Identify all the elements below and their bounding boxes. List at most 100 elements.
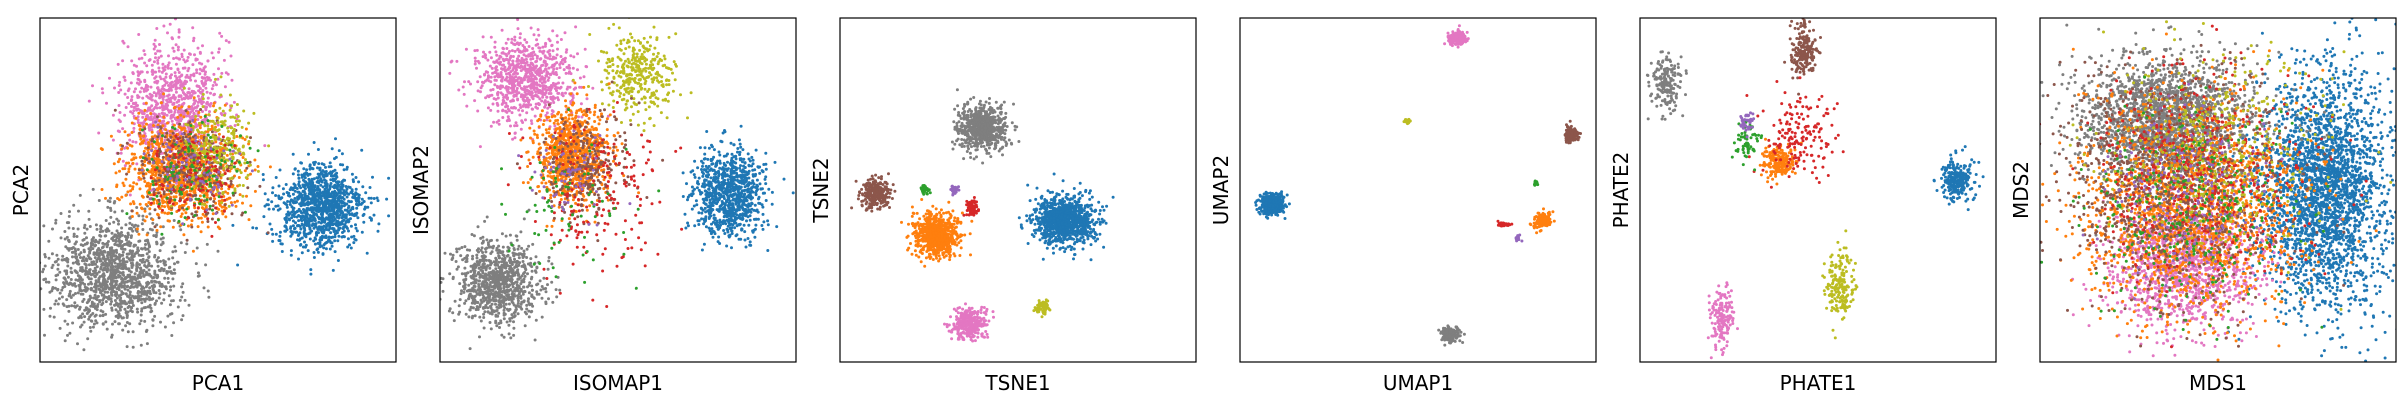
point-pink: [123, 113, 127, 117]
point-pink: [161, 84, 165, 88]
point-olive: [184, 143, 188, 147]
point-blue: [343, 178, 347, 182]
point-green: [185, 185, 189, 189]
point-orange: [154, 142, 158, 146]
point-pink: [166, 100, 170, 104]
point-pink: [161, 151, 165, 155]
point-orange: [121, 181, 125, 185]
point-green: [171, 125, 174, 129]
point-orange: [124, 193, 128, 197]
point-blue: [271, 232, 275, 236]
point-gray: [125, 313, 129, 317]
point-orange: [206, 225, 210, 229]
point-pink: [230, 78, 234, 82]
point-gray: [106, 256, 110, 260]
point-olive: [204, 138, 208, 142]
point-blue: [310, 219, 314, 223]
point-gray: [194, 262, 198, 266]
point-blue: [340, 199, 343, 203]
point-blue: [340, 180, 344, 183]
point-gray: [140, 309, 144, 313]
point-orange: [243, 169, 247, 173]
point-gray: [104, 234, 108, 238]
point-pink: [153, 80, 157, 84]
point-orange: [196, 225, 200, 229]
point-blue: [270, 227, 274, 231]
point-gray: [114, 240, 118, 243]
point-gray: [134, 295, 138, 299]
point-blue: [303, 228, 307, 232]
point-gray: [103, 290, 107, 294]
point-pink: [154, 52, 157, 56]
point-gray: [79, 256, 82, 259]
point-olive: [225, 148, 229, 151]
point-gray: [130, 266, 134, 269]
point-gray: [130, 223, 134, 227]
point-gray: [51, 227, 54, 231]
point-blue: [333, 239, 337, 243]
point-orange: [155, 162, 159, 165]
point-gray: [116, 231, 120, 235]
point-orange: [141, 141, 145, 145]
series-blue: [231, 137, 391, 276]
point-brown: [163, 135, 167, 139]
point-gray: [67, 221, 71, 225]
point-gray: [98, 288, 101, 292]
point-pink: [186, 69, 190, 73]
point-pink: [209, 91, 212, 95]
point-pink: [214, 83, 218, 87]
point-gray: [86, 337, 90, 341]
point-gray: [92, 296, 96, 300]
point-pink: [216, 77, 220, 81]
point-olive: [238, 168, 242, 172]
point-gray: [56, 267, 60, 271]
point-orange: [180, 158, 183, 162]
point-gray: [105, 230, 108, 233]
point-gray: [121, 280, 125, 284]
point-pink: [233, 124, 237, 127]
point-gray: [56, 273, 60, 277]
point-gray: [104, 281, 108, 285]
point-orange: [226, 191, 230, 195]
point-olive: [223, 139, 227, 143]
point-pink: [192, 102, 196, 106]
point-gray: [151, 221, 155, 225]
point-orange: [154, 174, 157, 177]
point-brown: [157, 198, 161, 202]
point-blue: [325, 206, 329, 210]
point-gray: [95, 252, 99, 256]
point-olive: [233, 189, 237, 193]
point-blue: [263, 192, 267, 196]
point-pink: [154, 56, 157, 60]
point-gray: [71, 255, 74, 259]
point-blue: [320, 162, 324, 166]
point-orange: [112, 162, 116, 166]
point-gray: [119, 300, 123, 304]
point-gray: [126, 235, 130, 239]
point-olive: [210, 139, 214, 143]
point-brown: [130, 209, 134, 213]
point-orange: [130, 121, 134, 125]
point-gray: [152, 276, 156, 279]
point-pink: [174, 181, 178, 185]
point-blue: [299, 204, 303, 208]
point-gray: [66, 333, 69, 337]
point-blue: [285, 203, 289, 207]
point-gray: [118, 306, 122, 310]
point-olive: [214, 135, 218, 139]
point-orange: [220, 209, 224, 213]
point-orange: [152, 124, 155, 127]
point-blue: [294, 221, 297, 225]
point-gray: [54, 260, 58, 263]
point-olive: [213, 145, 217, 149]
point-gray: [172, 268, 176, 272]
point-gray: [119, 264, 122, 267]
point-olive: [234, 146, 238, 150]
point-gray: [101, 322, 105, 326]
point-blue: [367, 196, 371, 200]
point-gray: [57, 297, 61, 301]
point-gray: [181, 282, 185, 286]
point-gray: [51, 263, 55, 267]
point-gray: [100, 293, 104, 297]
point-gray: [75, 258, 79, 262]
